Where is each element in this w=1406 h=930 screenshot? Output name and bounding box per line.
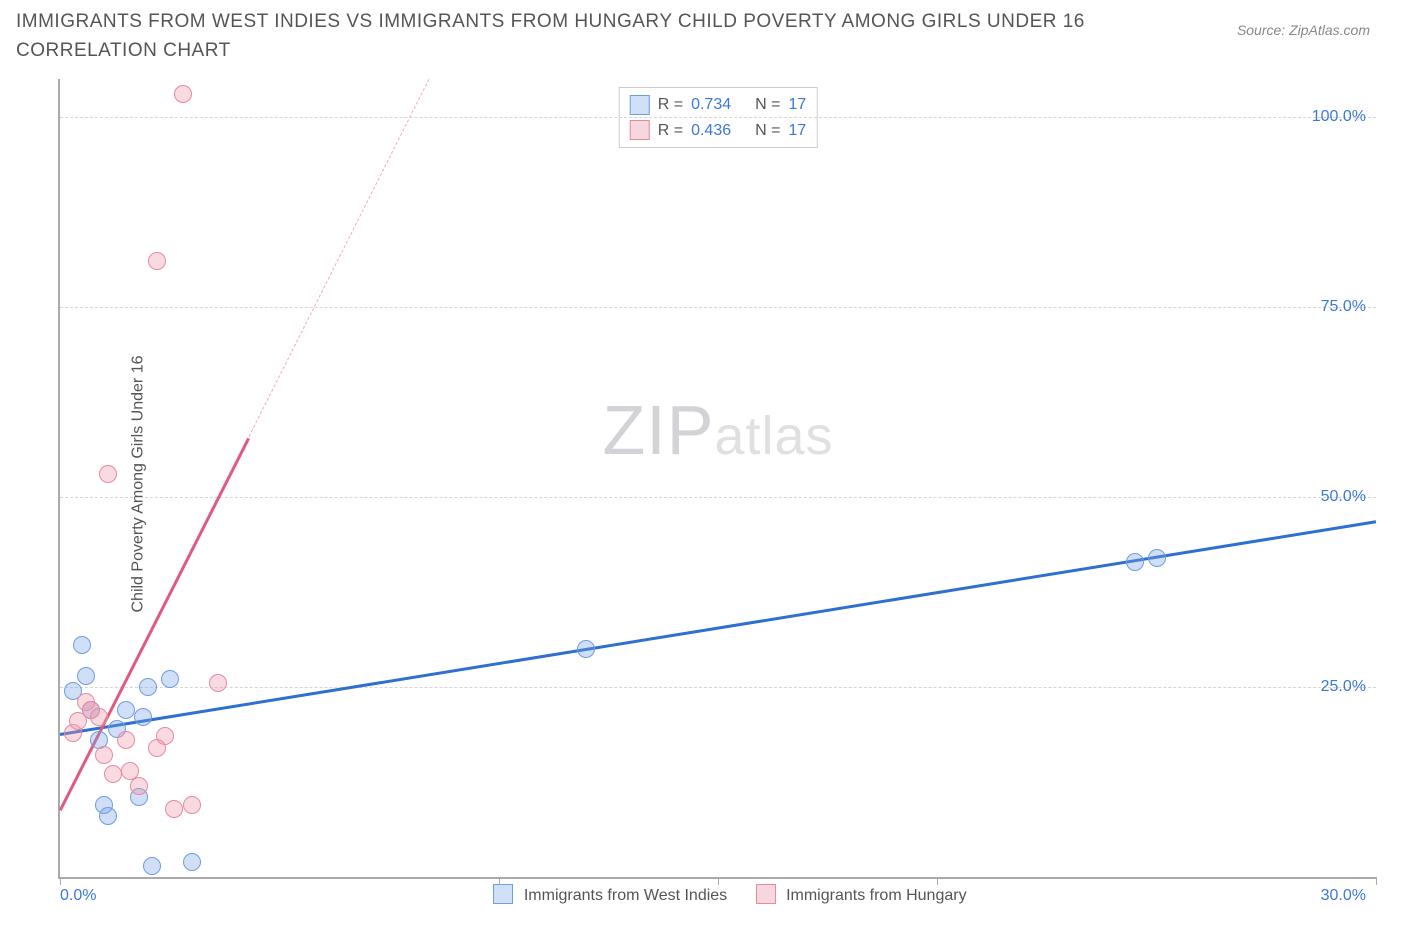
x-tick: [718, 877, 719, 885]
data-point: [134, 708, 152, 726]
x-tick: [499, 877, 500, 885]
data-point: [165, 800, 183, 818]
data-point: [156, 727, 174, 745]
n-value-0: 17: [788, 92, 806, 118]
data-point: [73, 636, 91, 654]
y-tick-label: 25.0%: [1321, 678, 1366, 696]
swatch-series-0: [493, 884, 513, 904]
data-point: [148, 252, 166, 270]
gridline: [60, 497, 1376, 498]
n-label: N =: [755, 92, 780, 118]
n-label: N =: [755, 118, 780, 144]
data-point: [143, 857, 161, 875]
stats-row-series-0: R = 0.734 N = 17: [630, 92, 807, 118]
x-tick-label-end: 30.0%: [1321, 887, 1366, 905]
data-point: [95, 746, 113, 764]
watermark-zip: ZIP: [603, 390, 715, 470]
data-point: [104, 765, 122, 783]
chart-wrap: Child Poverty Among Girls Under 16 ZIPat…: [16, 69, 1386, 899]
bottom-legend: Immigrants from West Indies Immigrants f…: [60, 884, 1376, 905]
series-0-name: Immigrants from West Indies: [524, 887, 727, 904]
data-point: [183, 796, 201, 814]
data-point: [130, 777, 148, 795]
data-point: [174, 85, 192, 103]
swatch-series-0: [630, 95, 650, 115]
n-value-1: 17: [788, 118, 806, 144]
data-point: [161, 670, 179, 688]
data-point: [1126, 553, 1144, 571]
data-point: [577, 640, 595, 658]
data-point: [99, 807, 117, 825]
x-tick: [937, 877, 938, 885]
data-point: [99, 465, 117, 483]
trend-line: [60, 520, 1376, 735]
stats-row-series-1: R = 0.436 N = 17: [630, 118, 807, 144]
swatch-series-1: [630, 120, 650, 140]
y-tick-label: 50.0%: [1321, 488, 1366, 506]
data-point: [117, 731, 135, 749]
gridline: [60, 117, 1376, 118]
data-point: [77, 667, 95, 685]
r-value-0: 0.734: [691, 92, 731, 118]
swatch-series-1: [756, 884, 776, 904]
gridline: [60, 307, 1376, 308]
data-point: [117, 701, 135, 719]
y-tick-label: 75.0%: [1321, 298, 1366, 316]
chart-header: IMMIGRANTS FROM WEST INDIES VS IMMIGRANT…: [0, 0, 1406, 69]
chart-title: IMMIGRANTS FROM WEST INDIES VS IMMIGRANT…: [16, 8, 1136, 65]
watermark-atlas: atlas: [714, 405, 833, 467]
data-point: [139, 678, 157, 696]
gridline: [60, 687, 1376, 688]
watermark: ZIPatlas: [603, 390, 834, 470]
y-tick-label: 100.0%: [1312, 108, 1366, 126]
plot-area: ZIPatlas R = 0.734 N = 17 R = 0.436 N = …: [58, 79, 1376, 879]
series-1-name: Immigrants from Hungary: [786, 887, 967, 904]
data-point: [183, 853, 201, 871]
r-label: R =: [658, 92, 683, 118]
r-value-1: 0.436: [691, 118, 731, 144]
x-tick: [1376, 877, 1377, 885]
x-tick-label-start: 0.0%: [60, 887, 96, 905]
source-label: Source: ZipAtlas.com: [1237, 8, 1394, 38]
x-tick: [60, 877, 61, 885]
r-label: R =: [658, 118, 683, 144]
data-point: [1148, 549, 1166, 567]
data-point: [209, 674, 227, 692]
trend-line-extrapolated: [248, 79, 429, 437]
data-point: [90, 708, 108, 726]
